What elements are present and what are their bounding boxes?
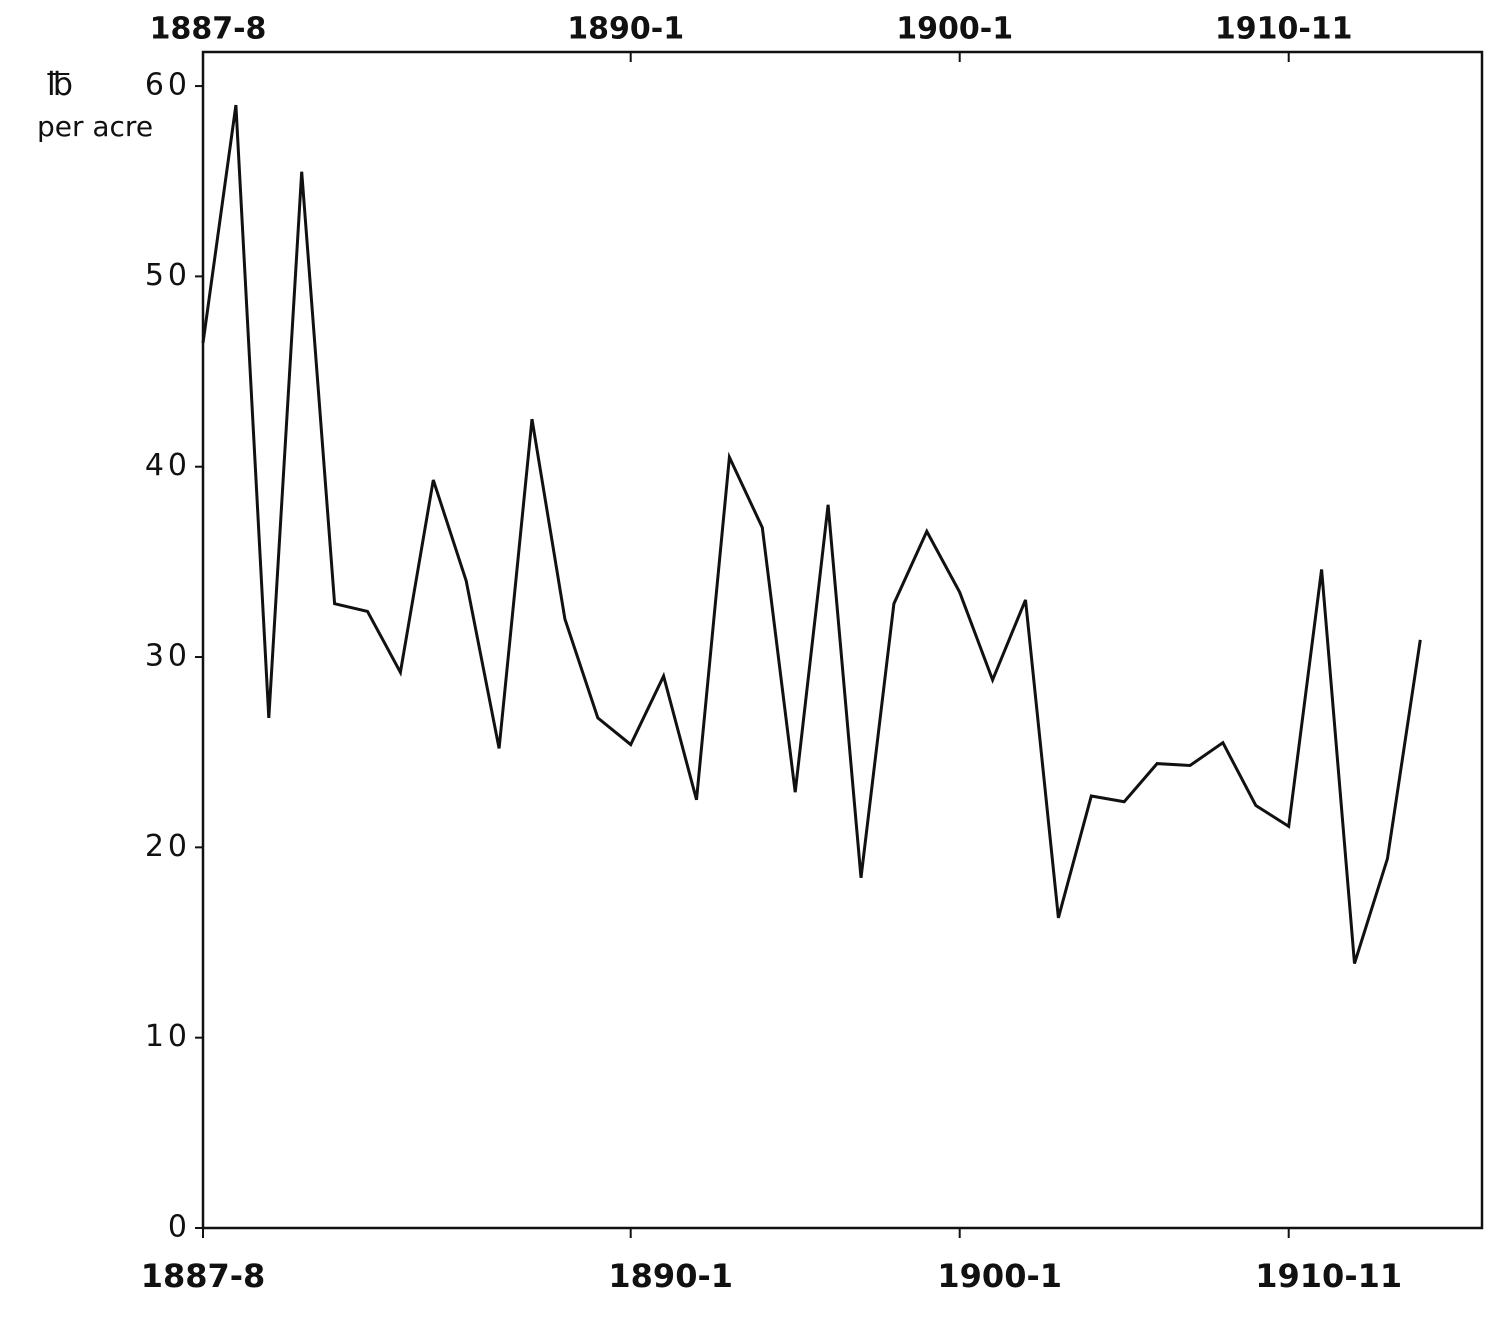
x-tick-label: 1890-1 xyxy=(608,1257,733,1295)
x-tick-label: 1900-1 xyxy=(937,1257,1062,1295)
y-axis-unit: ℔ xyxy=(47,65,73,103)
x-tick-label-top: 1890-1 xyxy=(567,12,684,47)
x-tick-label: 1887-8 xyxy=(141,1257,266,1295)
x-tick-label-top: 1910-11 xyxy=(1215,12,1353,47)
x-tick-label: 1910-11 xyxy=(1255,1257,1402,1295)
plot-frame xyxy=(201,50,1484,1230)
y-tick-label: 10 xyxy=(145,1019,191,1054)
x-tick-label-top: 1900-1 xyxy=(896,12,1013,47)
y-tick-label: 40 xyxy=(145,448,191,483)
y-tick-label: 30 xyxy=(145,639,191,674)
y-tick-label: 60 xyxy=(145,68,191,103)
data-line xyxy=(201,104,1422,964)
y-tick-label: 0 xyxy=(168,1210,191,1245)
x-tick-label-top: 1887-8 xyxy=(150,12,267,47)
y-tick-label: 20 xyxy=(145,829,191,864)
y-axis-label: per acre xyxy=(37,110,153,143)
y-tick-label: 50 xyxy=(145,258,191,293)
